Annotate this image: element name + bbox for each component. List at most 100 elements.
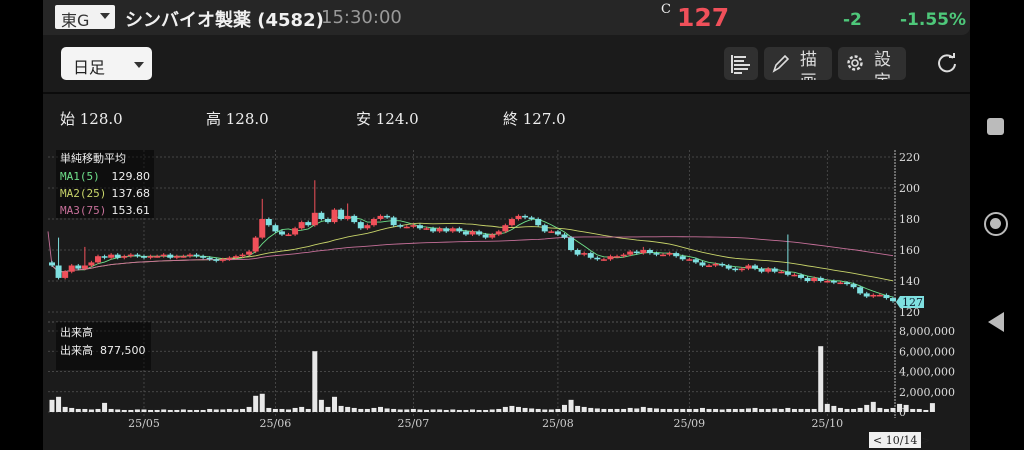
candle-body xyxy=(607,256,614,260)
candle-body xyxy=(134,254,141,257)
candle-body xyxy=(692,259,699,263)
volume-bar xyxy=(693,408,699,412)
volume-bar xyxy=(509,405,515,412)
candle-body xyxy=(863,293,870,297)
candle-body xyxy=(127,254,134,257)
candle-body xyxy=(554,231,561,235)
volume-bar xyxy=(489,409,495,412)
volume-legend-value: 877,500 xyxy=(100,344,146,357)
volume-bar xyxy=(272,408,278,412)
candle-body xyxy=(232,256,239,258)
candle-body xyxy=(541,225,548,232)
volume-bar xyxy=(673,408,679,412)
candle-body xyxy=(771,268,778,272)
candle-body xyxy=(390,217,397,226)
market-label: 東G xyxy=(61,11,90,30)
date-axis-label: 25/05 xyxy=(128,417,160,430)
candle-body xyxy=(686,259,693,261)
period-label: 日足 xyxy=(73,58,106,77)
candle-body xyxy=(219,259,226,261)
candle-body xyxy=(837,282,844,285)
recent-apps-icon[interactable] xyxy=(987,118,1004,135)
home-icon[interactable] xyxy=(984,212,1008,236)
period-dropdown[interactable]: 日足 xyxy=(61,47,152,80)
volume-bar xyxy=(305,408,311,412)
volume-bar xyxy=(548,409,554,412)
market-selector[interactable]: 東G xyxy=(55,5,115,30)
volume-bar xyxy=(397,409,403,412)
candle-body xyxy=(627,251,634,255)
moving-average-line xyxy=(47,231,894,273)
volume-bar xyxy=(903,404,909,412)
date-cursor-label: < 10/14 > xyxy=(873,434,930,447)
volume-bar xyxy=(870,401,876,412)
refresh-icon[interactable] xyxy=(936,52,958,74)
volume-bar xyxy=(102,402,108,412)
bar-list-icon xyxy=(731,55,750,74)
candle-body xyxy=(508,219,515,226)
volume-bar xyxy=(929,403,935,412)
volume-bar xyxy=(897,403,903,412)
candle-body xyxy=(338,209,345,219)
candle-body xyxy=(430,228,437,232)
price-axis-label: 180 xyxy=(899,213,920,226)
candle-body xyxy=(765,268,772,272)
chart-app: 東G シンバイオ製薬 (4582) 15:30:00 C 127 -2 -1.5… xyxy=(43,0,970,450)
candle-body xyxy=(817,277,824,281)
ma-legend-label: MA3(75) xyxy=(60,204,106,217)
volume-bar xyxy=(167,409,173,412)
volume-bar xyxy=(719,409,725,412)
candle-body xyxy=(653,253,660,255)
volume-bar xyxy=(923,409,929,412)
candle-body xyxy=(154,256,161,258)
stock-title: シンバイオ製薬 (4582) xyxy=(125,10,324,31)
volume-bar xyxy=(778,408,784,412)
pencil-icon xyxy=(772,54,790,73)
candle-body xyxy=(469,231,476,235)
volume-bar xyxy=(358,408,364,412)
volume-bar xyxy=(463,409,469,412)
settings-button[interactable]: 設定 xyxy=(838,47,906,80)
volume-bar xyxy=(699,407,705,412)
candle-body xyxy=(200,256,207,258)
candle-body xyxy=(495,231,502,235)
volume-bar xyxy=(726,408,732,412)
volume-bar xyxy=(108,408,114,412)
candle-body xyxy=(811,277,818,281)
volume-bar xyxy=(844,408,850,412)
volume-bar xyxy=(121,409,127,412)
candle-body xyxy=(344,215,351,219)
candle-body xyxy=(587,253,594,258)
draw-button[interactable]: 描画 xyxy=(764,47,832,80)
draw-label: 描画 xyxy=(800,50,817,80)
volume-bar xyxy=(82,408,88,412)
volume-bar xyxy=(798,408,804,412)
candle-body xyxy=(719,263,726,266)
candle-body xyxy=(699,262,706,266)
volume-bar xyxy=(555,408,561,412)
candle-body xyxy=(574,250,581,255)
volume-bar xyxy=(811,408,817,412)
candle-body xyxy=(482,234,489,238)
volume-bar xyxy=(916,408,922,412)
volume-bar xyxy=(857,407,863,412)
volume-bar xyxy=(890,407,896,412)
back-icon[interactable] xyxy=(988,312,1004,332)
candle-body xyxy=(594,257,601,260)
volume-bar xyxy=(443,409,449,412)
candle-body xyxy=(614,256,621,258)
volume-bar xyxy=(601,408,607,412)
price-axis-label: 140 xyxy=(899,275,920,288)
date-cursor[interactable] xyxy=(869,432,921,448)
candle-body xyxy=(436,228,443,232)
indicator-button[interactable] xyxy=(724,47,758,80)
candle-body xyxy=(745,265,752,269)
volume-bar xyxy=(864,404,870,412)
ma-legend-value: 137.68 xyxy=(112,187,151,200)
volume-bar xyxy=(424,409,430,412)
volume-axis-label: 8,000,000 xyxy=(899,325,955,338)
volume-bar xyxy=(417,409,423,412)
volume-bar xyxy=(318,399,324,412)
volume-bar xyxy=(470,409,475,412)
